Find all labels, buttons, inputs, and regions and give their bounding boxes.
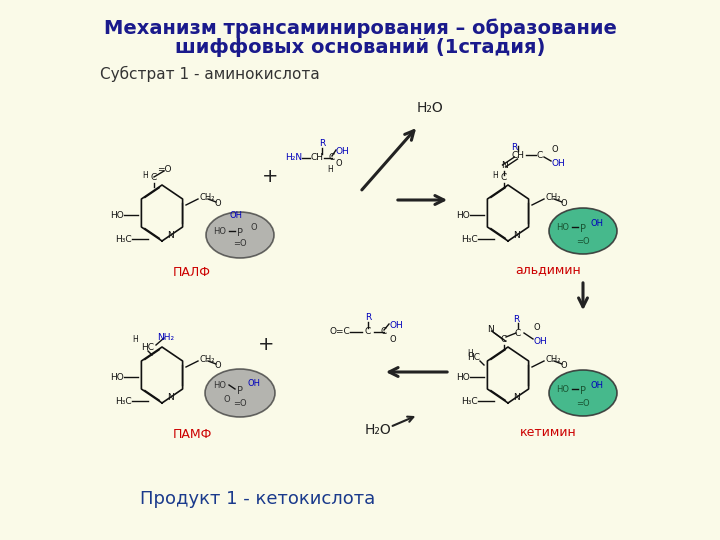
Text: R: R xyxy=(511,143,517,152)
Text: C: C xyxy=(365,327,371,336)
Text: C: C xyxy=(515,328,521,338)
Text: OH: OH xyxy=(590,219,603,227)
Text: O: O xyxy=(390,334,397,343)
Text: +: + xyxy=(258,335,274,354)
Ellipse shape xyxy=(205,369,275,417)
Text: =O: =O xyxy=(576,399,590,408)
Text: N: N xyxy=(513,394,519,402)
Text: HO: HO xyxy=(213,226,226,235)
Text: HO: HO xyxy=(213,381,226,389)
Text: R: R xyxy=(365,314,371,322)
Text: CH: CH xyxy=(511,151,524,159)
Text: HO: HO xyxy=(456,211,470,219)
Text: OH: OH xyxy=(230,211,243,219)
Text: =O: =O xyxy=(233,239,247,247)
Text: OH: OH xyxy=(590,381,603,389)
Text: H: H xyxy=(492,171,498,179)
Text: OH: OH xyxy=(390,321,404,329)
Text: шиффовых оснований (1стадия): шиффовых оснований (1стадия) xyxy=(175,38,545,57)
Text: =O: =O xyxy=(576,237,590,246)
Text: HC: HC xyxy=(467,353,480,361)
Ellipse shape xyxy=(549,208,617,254)
Text: =O: =O xyxy=(157,165,171,173)
Text: P: P xyxy=(237,386,243,396)
Text: O: O xyxy=(561,361,567,369)
Text: O: O xyxy=(251,222,257,232)
Text: =O: =O xyxy=(233,399,247,408)
Text: O: O xyxy=(534,322,541,332)
Text: N: N xyxy=(513,232,519,240)
Text: O: O xyxy=(224,395,230,403)
Text: Продукт 1 - кетокислота: Продукт 1 - кетокислота xyxy=(140,490,375,508)
Text: O: O xyxy=(215,361,221,369)
Text: H: H xyxy=(143,171,148,179)
Text: R: R xyxy=(513,314,519,323)
Text: HO: HO xyxy=(556,384,569,394)
Text: H₃C: H₃C xyxy=(462,396,478,406)
Text: C: C xyxy=(151,172,157,181)
Text: C: C xyxy=(381,327,387,336)
Text: C: C xyxy=(501,172,507,181)
Text: NH₂: NH₂ xyxy=(158,333,174,341)
Text: N: N xyxy=(500,160,508,170)
Text: O: O xyxy=(336,159,343,168)
Text: H₂N: H₂N xyxy=(285,153,302,163)
Text: N: N xyxy=(487,325,493,334)
Text: O=C: O=C xyxy=(329,327,350,336)
Text: кетимин: кетимин xyxy=(520,426,577,438)
Text: P: P xyxy=(580,224,586,234)
Text: N: N xyxy=(166,394,174,402)
Text: CH₂: CH₂ xyxy=(546,354,562,363)
Text: P: P xyxy=(237,228,243,238)
Text: P: P xyxy=(580,386,586,396)
Text: R: R xyxy=(319,139,325,148)
Text: HO: HO xyxy=(110,373,124,381)
Text: H₃C: H₃C xyxy=(115,396,132,406)
Text: ПАМФ: ПАМФ xyxy=(172,429,212,442)
Text: OH: OH xyxy=(534,336,548,346)
Text: O: O xyxy=(552,145,559,153)
Text: H: H xyxy=(467,348,473,357)
Text: C: C xyxy=(329,153,335,163)
Text: H: H xyxy=(132,334,138,343)
Text: OH: OH xyxy=(248,379,261,388)
Text: HO: HO xyxy=(556,222,569,232)
Ellipse shape xyxy=(549,370,617,416)
Text: C: C xyxy=(537,151,543,159)
Text: H: H xyxy=(327,165,333,174)
Text: OH: OH xyxy=(336,146,350,156)
Text: ПАЛФ: ПАЛФ xyxy=(173,267,211,280)
Text: N: N xyxy=(166,232,174,240)
Text: HO: HO xyxy=(456,373,470,381)
Text: H₃C: H₃C xyxy=(115,234,132,244)
Text: O: O xyxy=(561,199,567,207)
Text: C: C xyxy=(501,334,507,343)
Text: O: O xyxy=(215,199,221,207)
Text: альдимин: альдимин xyxy=(515,264,581,276)
Text: HC: HC xyxy=(142,342,155,352)
Text: H₂O: H₂O xyxy=(364,423,392,437)
Text: HO: HO xyxy=(110,211,124,219)
Text: Субстрат 1 - аминокислота: Субстрат 1 - аминокислота xyxy=(100,66,320,82)
Text: H₃C: H₃C xyxy=(462,234,478,244)
Text: Механизм трансаминирования – образование: Механизм трансаминирования – образование xyxy=(104,18,616,38)
Text: OH: OH xyxy=(552,159,566,167)
Text: +: + xyxy=(262,167,278,186)
Ellipse shape xyxy=(206,212,274,258)
Text: H₂O: H₂O xyxy=(417,101,444,115)
Text: CH: CH xyxy=(310,153,323,163)
Text: CH₂: CH₂ xyxy=(200,192,215,201)
Text: CH₂: CH₂ xyxy=(546,192,562,201)
Text: CH₂: CH₂ xyxy=(200,354,215,363)
